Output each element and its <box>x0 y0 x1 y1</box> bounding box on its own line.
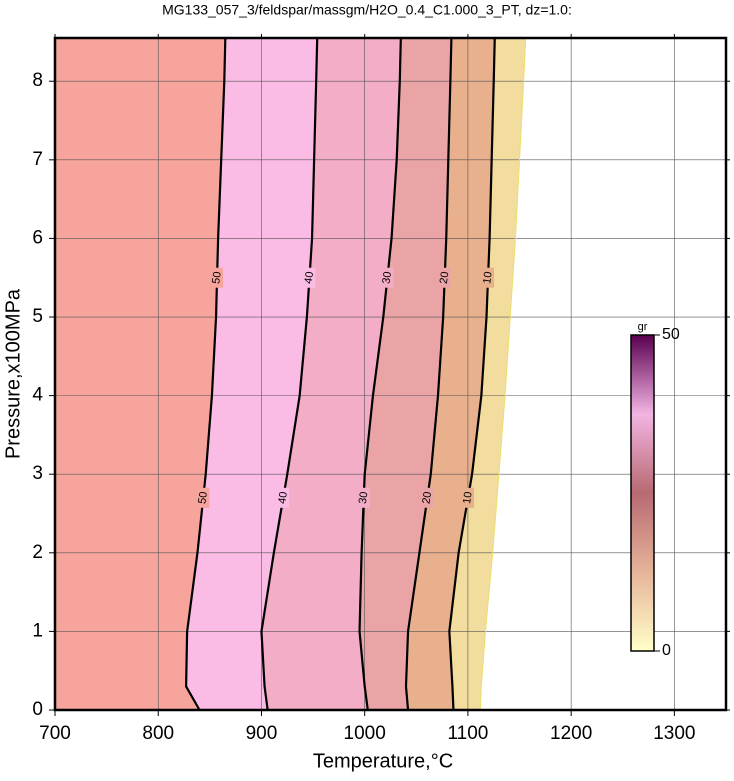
contour-fill <box>55 38 226 710</box>
colorbar-label: gr <box>638 321 648 333</box>
x-tick-label: 1000 <box>344 723 386 744</box>
y-tick-label: 6 <box>32 227 43 248</box>
y-tick-label: 0 <box>32 699 43 720</box>
y-tick-label: 5 <box>32 306 43 327</box>
contour-label: 50 <box>210 271 224 285</box>
y-tick-label: 7 <box>32 149 43 170</box>
contour-line <box>448 37 496 711</box>
y-tick-label: 2 <box>32 542 43 563</box>
y-tick-label: 8 <box>32 70 43 91</box>
colorbar-tick-label: 0 <box>662 642 671 659</box>
contour-label: 20 <box>438 271 452 285</box>
contour-label: 50 <box>196 491 210 505</box>
plot-frame <box>53 36 728 712</box>
y-tick-label: 4 <box>32 385 43 406</box>
contour-label-bg <box>197 487 210 508</box>
contour-label-bg <box>357 487 370 508</box>
chart-title: MG133_057_3/feldspar/massgm/H2O_0.4_C1.0… <box>162 2 572 18</box>
contour-label: 10 <box>481 271 495 285</box>
contour-line <box>184 37 227 711</box>
x-tick-label: 900 <box>246 723 278 744</box>
contour-label-bg <box>277 487 290 508</box>
contour-line <box>358 37 402 711</box>
contour-label-bg <box>421 487 434 508</box>
x-tick-label: 1100 <box>447 723 488 744</box>
contour-label-bg <box>438 267 451 288</box>
contour-label-bg <box>381 267 394 288</box>
x-axis-label: Temperature,°C <box>313 750 453 772</box>
contour-label: 40 <box>276 491 290 505</box>
contour-label: 20 <box>420 491 434 505</box>
contour-line <box>404 37 453 711</box>
x-tick-label: 700 <box>39 723 71 744</box>
contour-label: 10 <box>461 491 475 505</box>
x-tick-label: 1200 <box>550 723 592 744</box>
colorbar <box>630 334 655 652</box>
y-axis-label: Pressure,x100MPa <box>2 288 24 459</box>
x-tick-label: 1300 <box>653 723 695 744</box>
contour-label-bg <box>303 267 316 288</box>
contour-label-bg <box>462 487 475 508</box>
contour-label: 40 <box>303 271 317 285</box>
contour-label: 30 <box>381 271 395 285</box>
contour-label-bg <box>482 267 495 288</box>
colorbar-tick-label: 50 <box>662 326 680 343</box>
contour-line <box>479 37 527 711</box>
contour-label: 30 <box>357 491 371 505</box>
y-tick-label: 3 <box>32 463 43 484</box>
x-tick-label: 800 <box>142 723 174 744</box>
contour-label-bg <box>211 267 224 288</box>
y-tick-label: 1 <box>32 620 43 641</box>
contour-line <box>260 37 319 711</box>
